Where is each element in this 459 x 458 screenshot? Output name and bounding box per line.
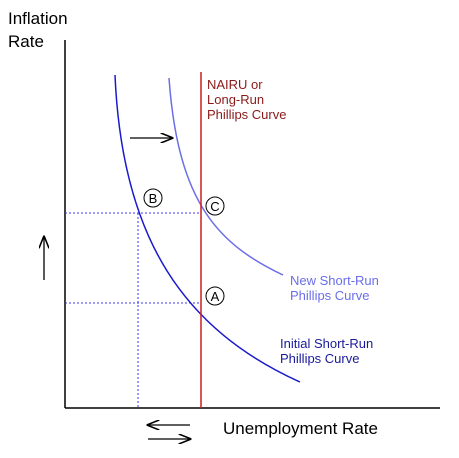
initial-short-run-phillips-curve [114,74,301,383]
new-short-run-label-line1: New Short-Run [290,273,379,288]
point-b-label: B [149,191,158,206]
x-axis-label: Unemployment Rate [223,419,378,438]
y-axis-label-line2: Rate [8,32,44,51]
new-short-run-phillips-curve [168,77,284,276]
point-a-label: A [211,289,220,304]
new-short-run-label-line2: Phillips Curve [290,288,369,303]
point-c-marker: C [205,196,225,216]
point-c-label: C [210,199,219,214]
initial-short-run-label-line2: Phillips Curve [280,351,359,366]
y-axis-label-line1: Inflation [8,9,68,28]
nairu-label-line2: Long-Run [207,92,264,107]
point-b-marker: B [143,188,163,208]
point-a-marker: A [205,286,225,306]
initial-short-run-label-line1: Initial Short-Run [280,336,373,351]
nairu-label-line1: NAIRU or [207,77,263,92]
nairu-label-line3: Phillips Curve [207,107,286,122]
